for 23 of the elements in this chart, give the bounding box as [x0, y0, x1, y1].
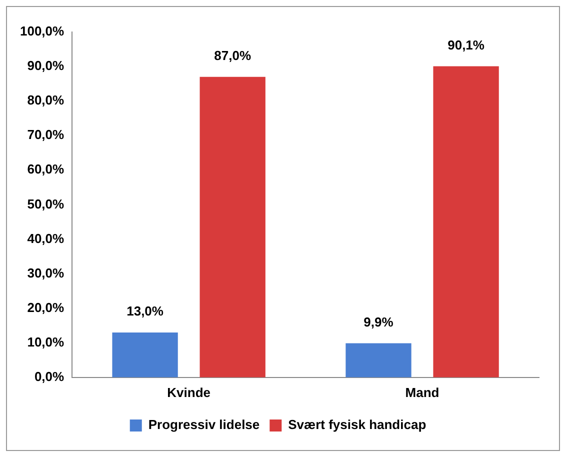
- x-tick-label: Mand: [405, 384, 440, 400]
- bar: [346, 343, 412, 378]
- y-tick-label: 70,0%: [27, 127, 65, 142]
- y-tick-label: 80,0%: [27, 92, 65, 108]
- bar: [112, 332, 178, 378]
- y-tick-label: 100,0%: [20, 24, 65, 39]
- y-tick-label: 10,0%: [27, 334, 65, 350]
- bar: [433, 66, 499, 378]
- y-tick-label: 50,0%: [27, 196, 65, 212]
- legend-label: Progressiv lidelse: [148, 417, 260, 432]
- y-tick-label: 90,0%: [27, 58, 65, 74]
- bar: [200, 76, 266, 378]
- data-label: 90,1%: [448, 37, 485, 52]
- data-label: 9,9%: [364, 314, 394, 330]
- y-tick-label: 20,0%: [27, 300, 65, 315]
- y-tick-label: 30,0%: [27, 265, 65, 280]
- data-label: 87,0%: [214, 48, 252, 63]
- data-label: 13,0%: [126, 304, 164, 319]
- y-tick-label: 40,0%: [27, 230, 65, 246]
- y-tick-label: 60,0%: [27, 162, 65, 177]
- y-tick-label: 0,0%: [34, 368, 65, 384]
- legend-label: Svært fysisk handicap: [288, 417, 426, 432]
- x-tick-label: Kvinde: [167, 384, 210, 400]
